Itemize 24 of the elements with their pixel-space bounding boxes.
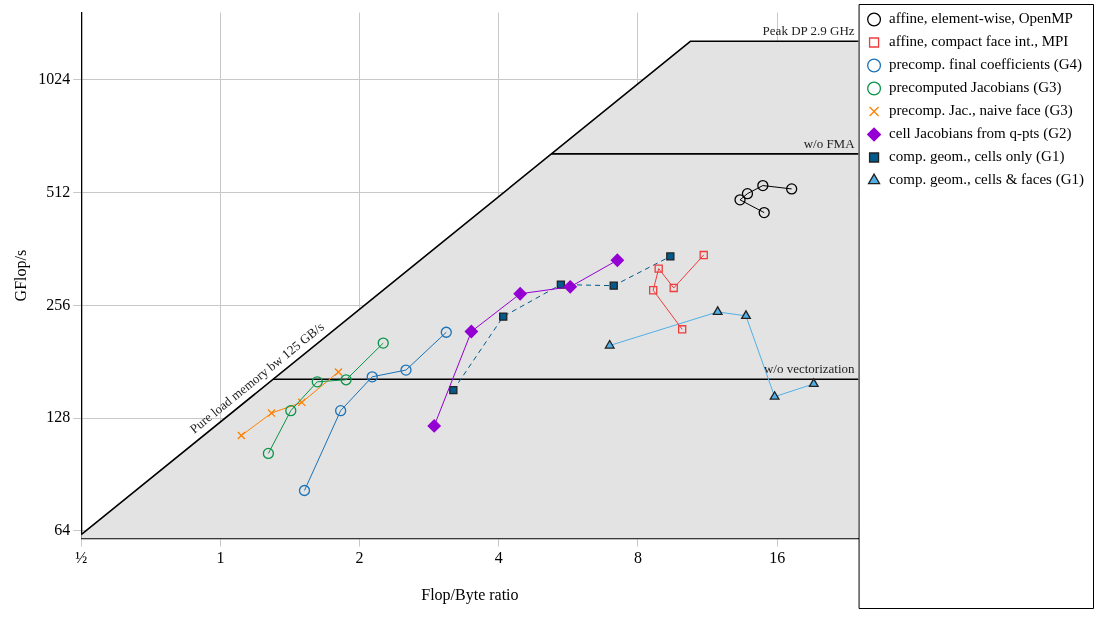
y-tick-label: 1024 xyxy=(38,70,71,88)
legend-label: precomputed Jacobians (G3) xyxy=(889,79,1062,97)
y-tick-label: 256 xyxy=(46,295,71,313)
annotation: w/o FMA xyxy=(803,135,856,151)
x-tick-label: 8 xyxy=(633,549,642,567)
x-tick-label: 2 xyxy=(355,549,364,567)
x-tick-label: 16 xyxy=(769,549,786,567)
legend-label: precomp. Jac., naive face (G3) xyxy=(889,102,1073,120)
y-tick-label: 512 xyxy=(46,182,71,200)
legend-label: precomp. final coefficients (G4) xyxy=(889,56,1083,74)
annotation: w/o vectorization xyxy=(763,361,856,377)
legend-label: comp. geom., cells & faces (G1) xyxy=(889,171,1084,189)
x-tick-label: 4 xyxy=(494,549,503,567)
legend-label: affine, compact face int., MPI xyxy=(889,33,1069,50)
annotation: Peak DP 2.9 GHz xyxy=(762,23,855,39)
x-axis-title: Flop/Byte ratio xyxy=(421,585,519,604)
x-tick-label: 1 xyxy=(216,549,225,567)
legend-label: cell Jacobians from q-pts (G2) xyxy=(889,125,1072,143)
legend-label: comp. geom., cells only (G1) xyxy=(889,148,1065,166)
legend-label: affine, element-wise, OpenMP xyxy=(889,10,1073,27)
y-tick-label: 64 xyxy=(54,521,71,538)
y-tick-label: 128 xyxy=(46,408,71,426)
y-axis-title: GFlop/s xyxy=(11,249,30,302)
x-tick-label: ½ xyxy=(75,549,88,567)
